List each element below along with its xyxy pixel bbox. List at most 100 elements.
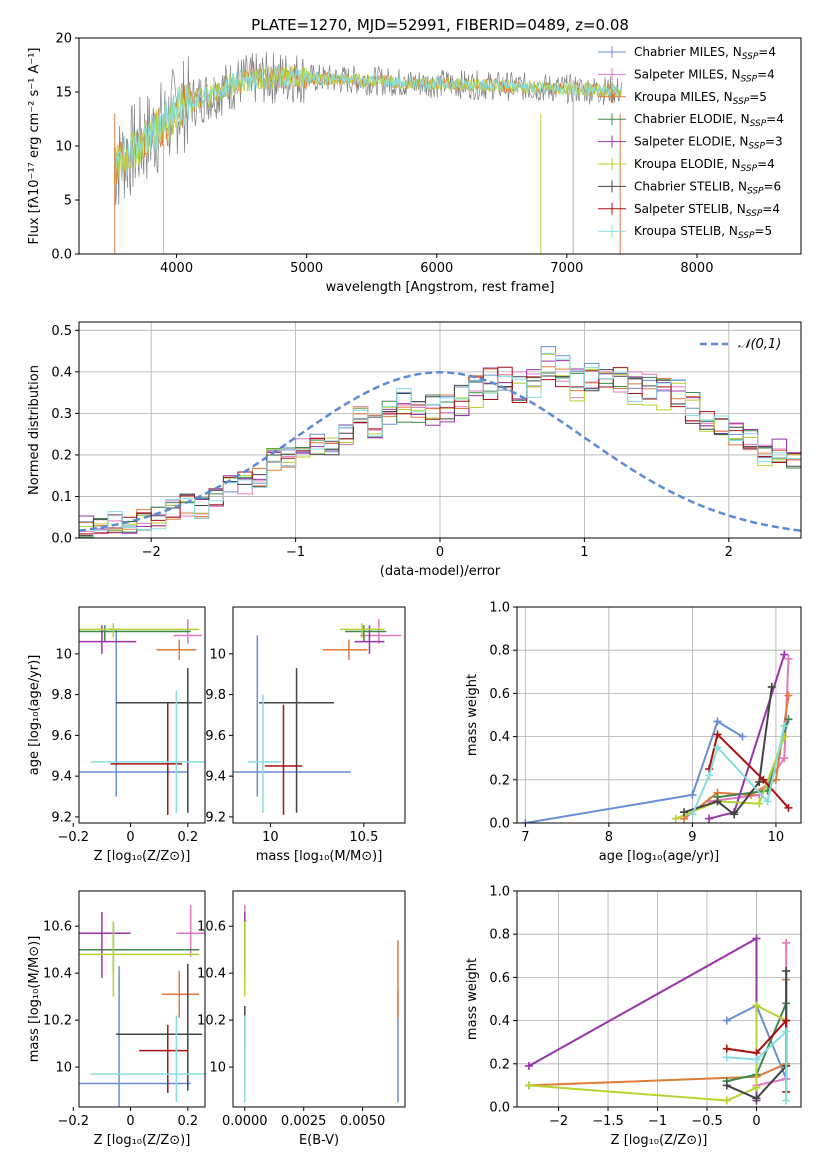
point-kroupa-miles <box>156 639 197 660</box>
plot-area <box>233 891 405 1107</box>
y-tick-label: 10.4 <box>197 967 226 982</box>
series-marker <box>755 799 764 808</box>
y-tick-label: 0.3 <box>51 407 72 422</box>
legend-entry: Chabrier ELODIE, NSSP=4 <box>634 112 784 129</box>
x-tick-label: −1 <box>286 545 305 560</box>
y-tick-label: 9.8 <box>51 688 72 703</box>
point-kroupa-elodie <box>79 623 200 638</box>
y-tick-label: 0.6 <box>489 971 510 986</box>
x-tick-label: 0.2 <box>177 1114 198 1129</box>
axes-frame <box>78 890 206 1108</box>
y-axis-label: mass [log₁₀(M/M⊙)] <box>27 936 42 1063</box>
y-tick-label: 0.4 <box>489 1014 510 1029</box>
y-tick-label: 10 <box>55 647 72 662</box>
x-tick-label: −0.5 <box>691 1114 723 1129</box>
model-kroupa-stelib <box>113 65 622 180</box>
point-chabrier-miles <box>79 629 188 797</box>
y-tick-label: 9.2 <box>51 810 72 825</box>
x-tick-label: 4000 <box>160 261 193 276</box>
histograms <box>79 346 801 538</box>
weight-vs-Z-axes: −2 −1.5 −1 −0.5 0 0.0 0.2 0.4 0.6 0.8 1.0 Z [log₁₀(… <box>465 885 801 1148</box>
axes-frame <box>232 606 406 824</box>
point-chabrier-stelib <box>259 668 334 813</box>
mass-vs-Z-axes: −0.2 0 0.2 10 10.2 10.4 10.6 Z [log₁₀(Z/Z⊙)] mas… <box>27 891 205 1148</box>
x-tick-label: 8000 <box>680 261 713 276</box>
x-axis-label: age [log₁₀(age/yr)] <box>599 849 720 864</box>
x-tick-label: 0 <box>752 1114 760 1129</box>
x-tick-label: −1 <box>648 1114 667 1129</box>
point-salpeter-stelib <box>264 704 303 815</box>
figure-title: PLATE=1270, MJD=52991, FIBERID=0489, z=0… <box>251 16 629 34</box>
legend-entry: Chabrier MILES, NSSP=4 <box>634 45 776 62</box>
axes-frame <box>78 37 802 255</box>
legend-entry: 𝒩(0,1) <box>738 337 781 352</box>
series-kroupa-miles <box>680 691 793 823</box>
series-marker <box>705 814 714 823</box>
series-marker <box>782 1027 791 1036</box>
plot-area <box>79 38 801 254</box>
spectrum-axes: 4000 5000 6000 7000 8000 0.0 5 10 15 20 wavelength… <box>27 32 801 295</box>
legend-entry: Chabrier STELIB, NSSP=6 <box>634 179 781 196</box>
series-marker <box>767 682 776 691</box>
x-tick-label: 0 <box>126 1114 134 1129</box>
series-marker <box>688 790 697 799</box>
y-tick-label: 10.2 <box>43 1014 72 1029</box>
x-tick-label: 10 <box>768 830 785 845</box>
legend-entry-value: =4 <box>758 45 776 59</box>
x-axis-label: Z [log₁₀(Z/Z⊙)] <box>94 1133 191 1148</box>
legend-entry-value: =4 <box>762 202 780 216</box>
point-kroupa-miles <box>162 970 200 1018</box>
x-tick-label: 8 <box>605 830 613 845</box>
x-tick-label: −1.5 <box>592 1114 624 1129</box>
legend-entry-value: =4 <box>757 67 775 81</box>
plot-area <box>233 607 405 823</box>
legend-entry-sub: SSP <box>742 52 759 62</box>
y-tick-label: 10 <box>209 647 226 662</box>
legend-entry-value: =5 <box>754 224 772 238</box>
errorbars <box>233 619 402 815</box>
point-salpeter-elodie <box>79 912 131 978</box>
series-marker <box>730 810 739 819</box>
series-marker <box>780 650 789 659</box>
y-tick-label: 0.2 <box>489 1057 510 1072</box>
legend-entry-value: =4 <box>757 157 775 171</box>
x-tick-label: 10.5 <box>349 830 378 845</box>
point-kroupa-stelib <box>90 690 205 813</box>
legend-entry: Salpeter ELODIE, NSSP=3 <box>634 135 783 152</box>
legend-entry-value: =6 <box>764 179 782 193</box>
point-kroupa-elodie <box>339 623 385 638</box>
point-salpeter-stelib <box>110 702 183 815</box>
legend-entry-value: =3 <box>765 135 783 149</box>
legend-entry: Kroupa MILES, NSSP=5 <box>634 90 767 107</box>
series-marker <box>782 1016 791 1025</box>
point-chabrier-elodie <box>345 625 387 642</box>
point-kroupa-miles <box>322 639 368 660</box>
axes-frame <box>516 606 802 824</box>
point-chabrier-miles <box>79 966 191 1107</box>
x-tick-label: 0 <box>436 545 444 560</box>
y-axis-label: Flux [fλ10⁻¹⁷ erg cm⁻² s⁻¹ A⁻¹] <box>27 48 42 245</box>
series-marker <box>524 1081 533 1090</box>
legend-entry: Kroupa ELODIE, NSSP=4 <box>634 157 775 174</box>
y-tick-label: 10.6 <box>197 920 226 935</box>
spectrum-lines <box>113 51 622 254</box>
hist-kroupa-stelib <box>79 353 801 538</box>
axes-frame <box>78 321 802 539</box>
legend-entry-name: Salpeter MILES, N <box>634 67 741 81</box>
series-marker <box>755 777 764 786</box>
x-tick-label: 2 <box>725 545 733 560</box>
series-chabrier-stelib <box>680 682 776 819</box>
x-axis-label: Z [log₁₀(Z/Z⊙)] <box>94 849 191 864</box>
series-marker <box>722 1044 731 1053</box>
point-kroupa-stelib <box>90 1015 205 1103</box>
series-marker <box>705 771 714 780</box>
series-marker <box>782 938 791 947</box>
y-tick-label: 0.0 <box>51 248 72 263</box>
errorbars <box>244 905 399 1103</box>
series-marker <box>524 1061 533 1070</box>
x-tick-label: 0.0025 <box>281 1114 327 1129</box>
x-tick-label: 7000 <box>550 261 583 276</box>
series-marker <box>713 730 722 739</box>
y-tick-label: 0.4 <box>489 730 510 745</box>
y-tick-label: 10 <box>209 1061 226 1076</box>
